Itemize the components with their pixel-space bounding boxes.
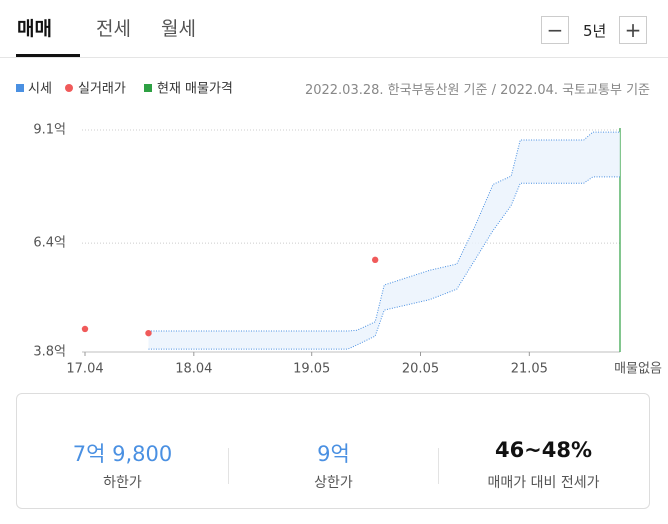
summary-value: 7억 9,800 — [72, 442, 173, 466]
period-label: 5년 — [583, 22, 607, 40]
tab[interactable]: 전세 — [96, 18, 131, 40]
x-tick-label: 21.05 — [511, 362, 548, 377]
trade-point — [81, 325, 89, 333]
source-note: 2022.03.28. 한국부동산원 기준 / 2022.04. 국토교통부 기… — [304, 83, 650, 98]
tab[interactable]: 매매 — [17, 18, 52, 40]
minus-button[interactable]: − — [541, 16, 569, 44]
trade-point — [145, 329, 152, 337]
summary-label: 매매가 대비 전세가 — [487, 475, 600, 491]
summary-box: 7억 9,800 하한가 9억 상한가 46~48% 매매가 대비 전세가 — [16, 393, 650, 509]
x-tick-label: 19.05 — [293, 362, 330, 377]
x-tick-label: 18.04 — [175, 362, 212, 377]
plus-button[interactable]: + — [619, 16, 647, 44]
summary-label: 하한가 — [103, 475, 142, 491]
y-tick-label: 6.4억 — [33, 236, 66, 251]
legend-label: 실거래가 — [78, 82, 126, 97]
tab-underline — [16, 54, 80, 57]
band-upper — [148, 131, 620, 332]
band-fill — [148, 132, 620, 350]
tab[interactable]: 월세 — [161, 18, 196, 40]
x-tick-label: 17.04 — [66, 362, 103, 377]
legend-swatch — [65, 84, 73, 92]
summary-label: 상한가 — [314, 475, 353, 491]
divider — [438, 448, 439, 484]
y-tick-label: 3.8억 — [33, 345, 66, 360]
summary-value: 46~48% — [494, 438, 593, 462]
divider — [0, 57, 668, 58]
chart: 시세 실거래가 현재 매물가격 3.8억 6.4억 9.1억 17.04 18.04 19.05… — [16, 82, 662, 377]
trade-point — [371, 256, 379, 264]
x-tick-label: 20.05 — [402, 362, 439, 377]
divider — [228, 448, 229, 484]
legend-label: 현재 매물가격 — [157, 82, 233, 97]
y-tick-label: 9.1억 — [33, 123, 66, 138]
legend-swatch — [16, 84, 24, 92]
legend-swatch — [144, 84, 152, 92]
legend-label: 시세 — [28, 82, 52, 97]
no-listing-label: 매물없음 — [614, 362, 662, 377]
band-lower — [148, 176, 620, 350]
summary-value: 9억 — [317, 442, 350, 466]
